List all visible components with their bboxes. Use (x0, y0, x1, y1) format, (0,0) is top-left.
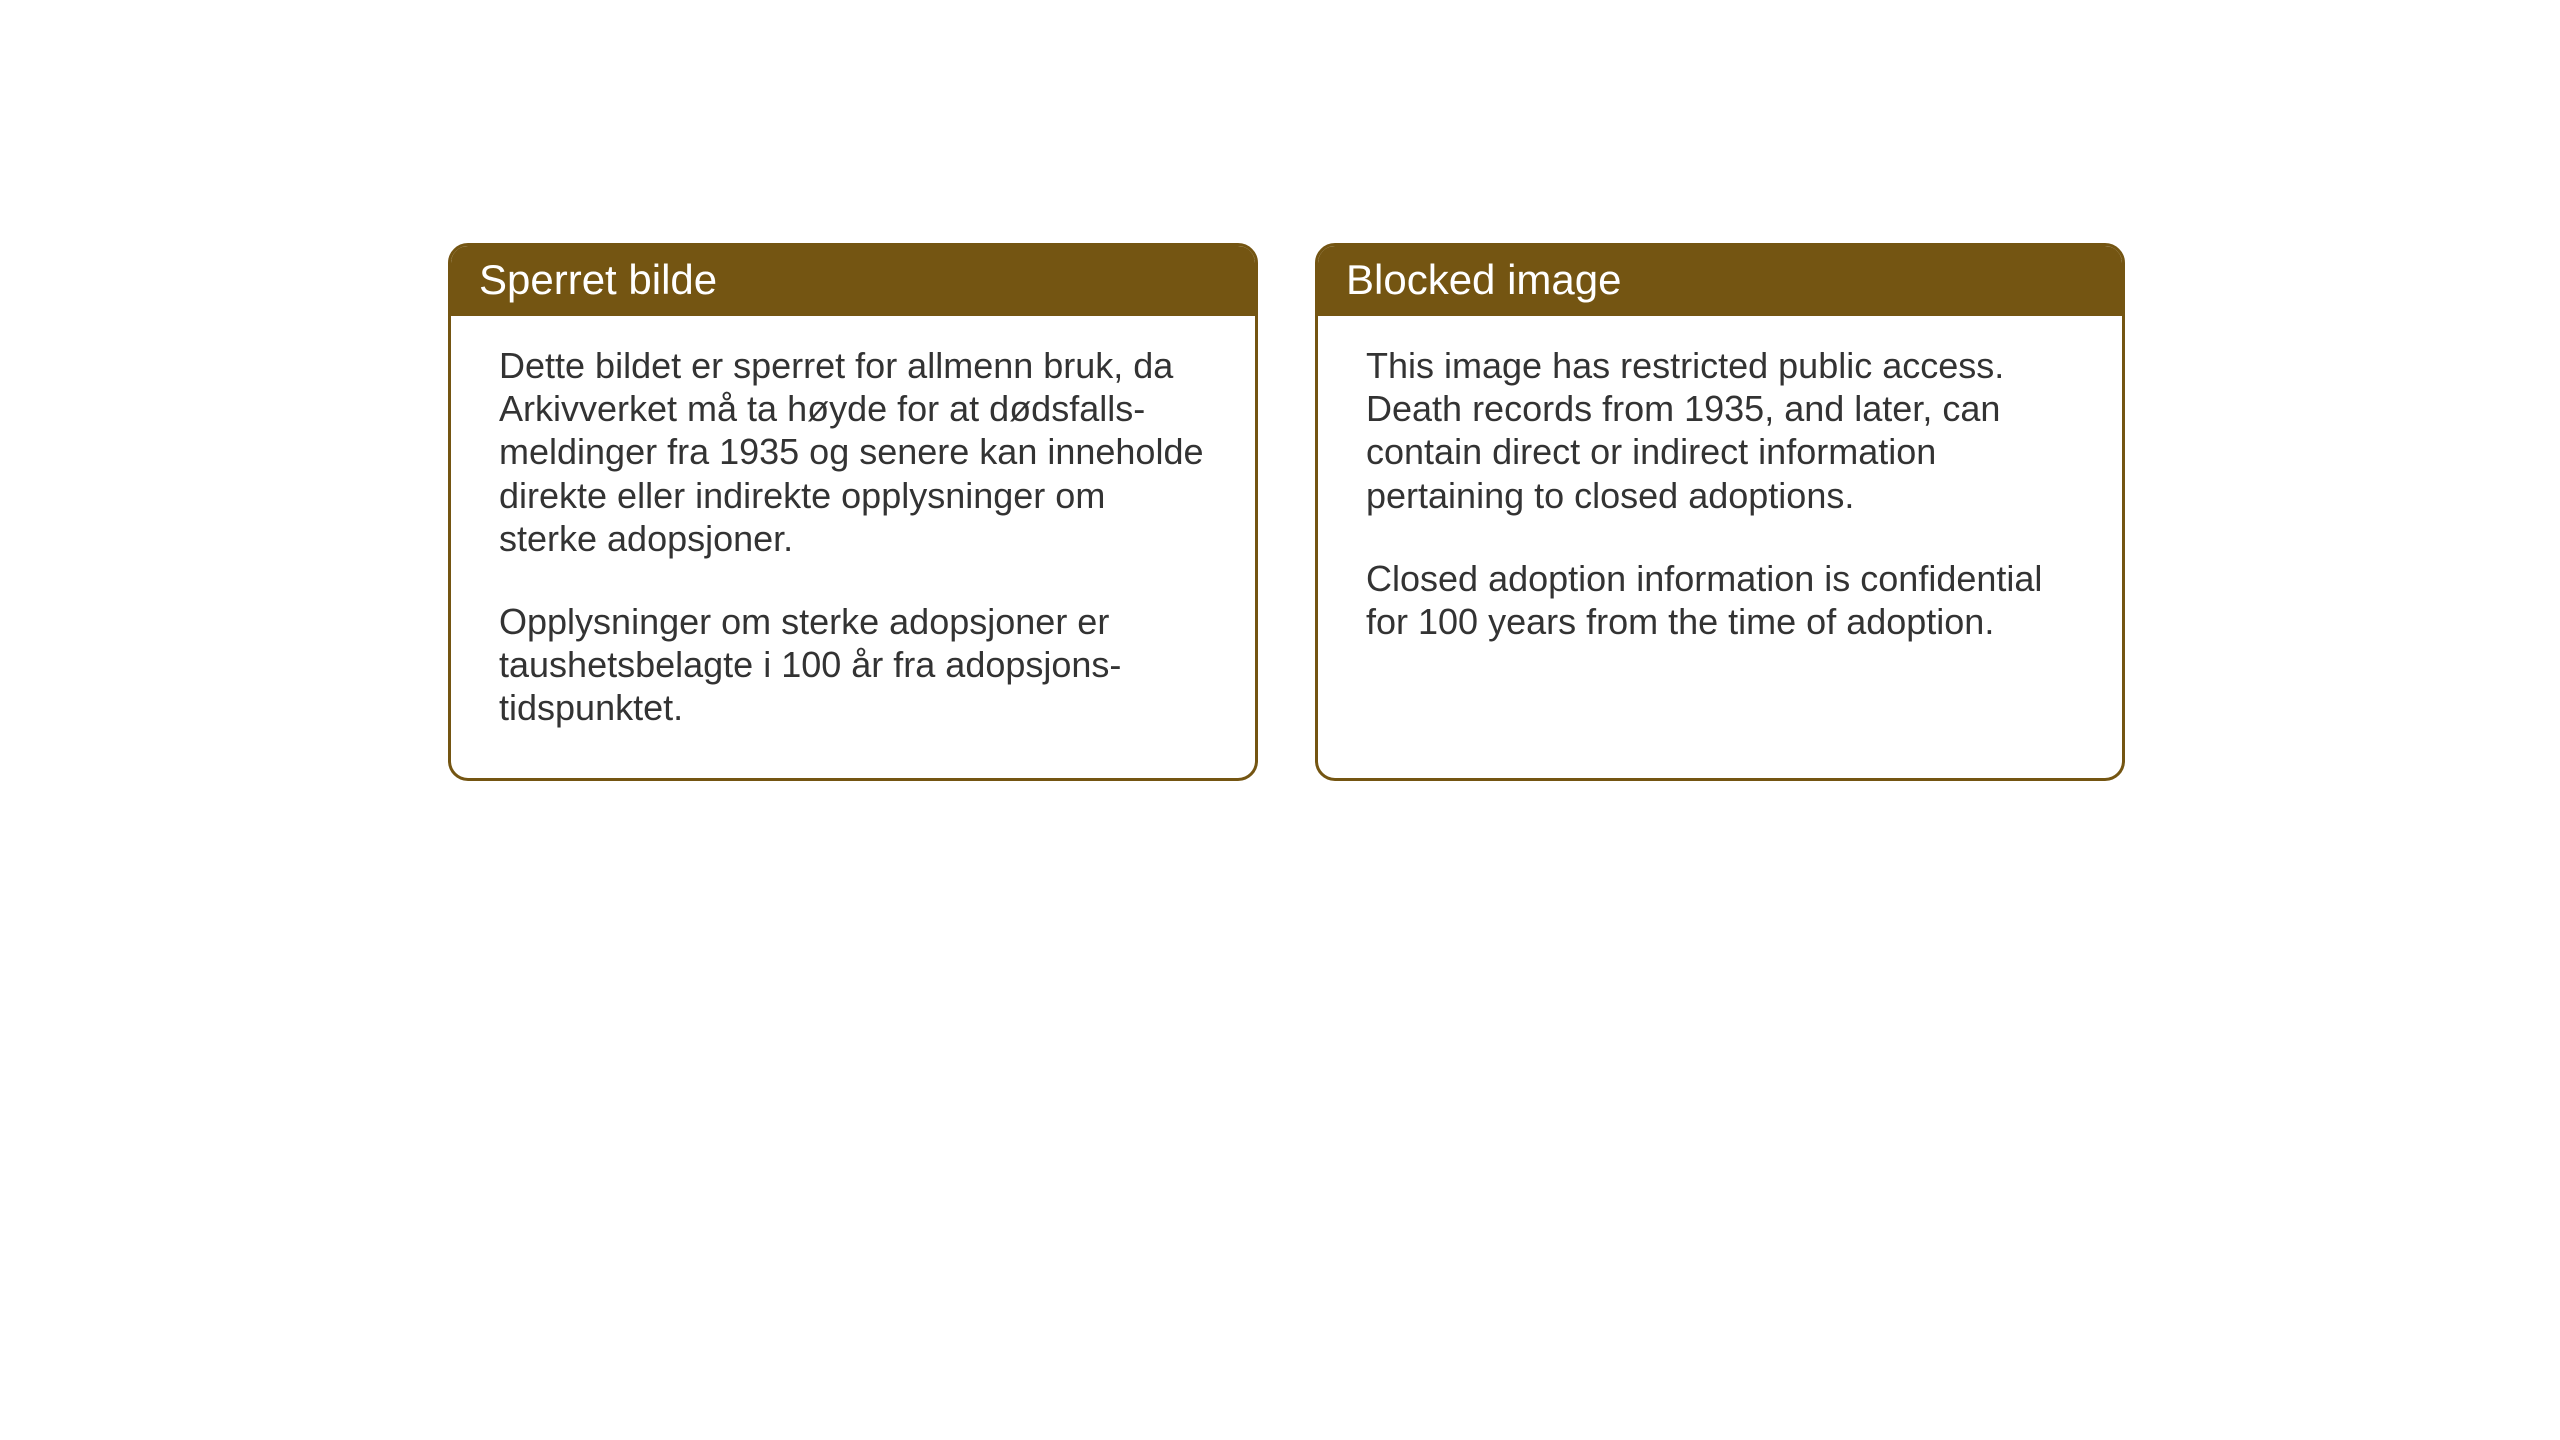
notice-box-norwegian: Sperret bilde Dette bildet er sperret fo… (448, 243, 1258, 781)
notice-paragraph-2-norwegian: Opplysninger om sterke adopsjoner er tau… (499, 600, 1207, 730)
notice-header-english: Blocked image (1318, 246, 2122, 316)
notice-header-norwegian: Sperret bilde (451, 246, 1255, 316)
notice-paragraph-1-english: This image has restricted public access.… (1366, 344, 2074, 517)
notice-paragraph-1-norwegian: Dette bildet er sperret for allmenn bruk… (499, 344, 1207, 560)
notice-title-norwegian: Sperret bilde (479, 256, 717, 303)
notice-paragraph-2-english: Closed adoption information is confident… (1366, 557, 2074, 643)
notice-body-norwegian: Dette bildet er sperret for allmenn bruk… (451, 316, 1255, 778)
notice-title-english: Blocked image (1346, 256, 1621, 303)
notices-container: Sperret bilde Dette bildet er sperret fo… (448, 243, 2125, 781)
notice-body-english: This image has restricted public access.… (1318, 316, 2122, 691)
notice-box-english: Blocked image This image has restricted … (1315, 243, 2125, 781)
